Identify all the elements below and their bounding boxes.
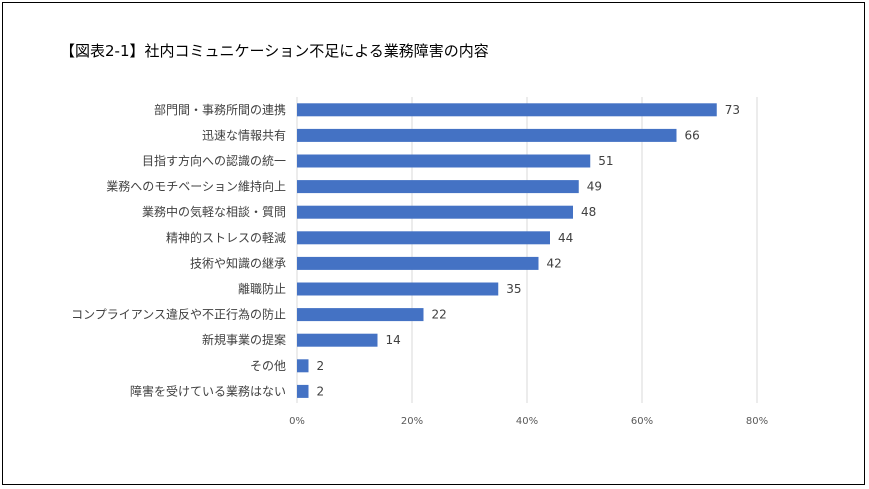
category-label: 業務へのモチベーション維持向上 xyxy=(106,179,286,194)
bar xyxy=(297,128,677,142)
data-label: 44 xyxy=(558,231,573,245)
category-label: 迅速な情報共有 xyxy=(202,128,286,142)
bar xyxy=(297,256,539,270)
data-label: 49 xyxy=(587,180,602,194)
chart-title: 【図表2-1】社内コミュニケーション不足による業務障害の内容 xyxy=(60,42,489,60)
bar xyxy=(297,154,591,168)
bar xyxy=(297,308,424,322)
data-label: 73 xyxy=(725,103,740,117)
x-tick-label: 80% xyxy=(746,416,768,427)
x-tick-label: 0% xyxy=(289,416,305,427)
x-tick-label: 60% xyxy=(631,416,653,427)
bar xyxy=(297,359,309,373)
bar xyxy=(297,180,579,194)
bar xyxy=(297,333,378,347)
data-label: 51 xyxy=(598,154,613,168)
bar xyxy=(297,205,573,219)
data-label: 22 xyxy=(432,308,447,322)
bar xyxy=(297,282,499,296)
data-label: 66 xyxy=(685,128,700,142)
data-label: 48 xyxy=(581,205,596,219)
data-label: 35 xyxy=(506,282,521,296)
category-label: 業務中の気軽な相談・質問 xyxy=(142,204,286,219)
category-label: その他 xyxy=(250,359,286,373)
data-label: 2 xyxy=(317,359,325,373)
x-tick-label: 20% xyxy=(401,416,423,427)
category-label: コンプライアンス違反や不正行為の防止 xyxy=(71,307,286,322)
data-label: 14 xyxy=(386,333,401,347)
bar xyxy=(297,384,309,398)
bar xyxy=(297,103,717,117)
category-label: 精神的ストレスの軽減 xyxy=(166,230,286,245)
data-label: 42 xyxy=(547,256,562,270)
category-label: 技術や知識の継承 xyxy=(190,255,286,270)
category-label: 新規事業の提案 xyxy=(202,332,286,347)
bar xyxy=(297,231,550,245)
category-label: 離職防止 xyxy=(238,281,286,296)
data-label: 2 xyxy=(317,384,325,398)
category-label: 目指す方向への認識の統一 xyxy=(142,153,286,168)
x-tick-label: 40% xyxy=(516,416,538,427)
category-label: 部門間・事務所間の連携 xyxy=(154,102,286,117)
category-label: 障害を受けている業務はない xyxy=(130,383,286,398)
